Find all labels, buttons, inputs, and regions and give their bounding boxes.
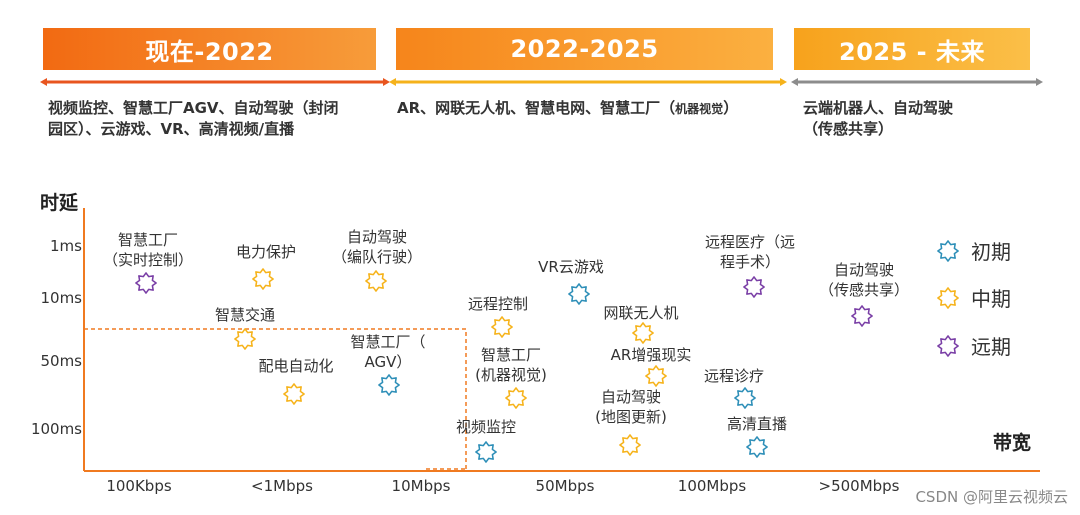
phase-2-arrow: [389, 78, 787, 86]
label-remote-surgery: 远程医疗（远 程手术）: [705, 232, 795, 272]
star-icon: [234, 328, 256, 350]
label-line: (地图更新): [595, 408, 667, 426]
label-line: AR增强现实: [610, 346, 692, 364]
label-line: VR云游戏: [538, 258, 604, 276]
phase-header-2022-2025: 2022-2025: [396, 28, 773, 70]
label-remote-diagnosis: 远程诊疗: [704, 366, 764, 386]
y-tick-10ms: 10ms: [40, 289, 82, 307]
phase-1-desc-line-2: 园区）、云游戏、VR、高清视频/直播: [48, 120, 295, 138]
label-remote-control: 远程控制: [468, 294, 528, 314]
y-tick-100ms: 100ms: [30, 420, 82, 438]
label-line: 远程控制: [467, 295, 529, 313]
phase-2-description: AR、网联无人机、智慧电网、智慧工厂（机器视觉）: [397, 98, 738, 120]
label-power-protection: 电力保护: [236, 242, 296, 262]
label-line: 智慧工厂（: [350, 333, 426, 351]
legend-label-early: 初期: [971, 240, 1011, 264]
legend-label-mid: 中期: [971, 287, 1011, 311]
label-smart-factory-agv: 智慧工厂（ AGV）: [350, 332, 425, 372]
label-line: 电力保护: [235, 243, 297, 261]
label-line: 自动驾驶: [346, 228, 408, 246]
x-tick-100mbps: 100Mbps: [677, 477, 747, 495]
y-axis-title: 时延: [40, 192, 79, 214]
star-icon: [475, 441, 497, 463]
star-icon: [734, 387, 756, 409]
label-line: 自动驾驶: [833, 261, 895, 279]
label-ar: AR增强现实: [611, 345, 692, 365]
star-icon: [937, 286, 959, 309]
star-icon: [135, 272, 157, 294]
label-smart-factory-vision: 智慧工厂 (机器视觉): [475, 345, 547, 385]
phase-2-desc-main: AR、网联无人机、智慧电网、智慧工厂（: [397, 99, 676, 117]
x-tick-100kbps: 100Kbps: [106, 477, 172, 495]
phase-3-desc-line-2: （传感共享）: [803, 120, 894, 138]
label-autonomous-platoon: 自动驾驶 （编队行驶）: [332, 227, 422, 267]
label-line: （编队行驶）: [331, 248, 423, 266]
x-tick-10mbps: 10Mbps: [391, 477, 451, 495]
label-smart-traffic: 智慧交通: [215, 305, 275, 325]
star-icon: [505, 387, 527, 409]
label-line: （传感共享）: [818, 281, 910, 299]
star-icon: [937, 334, 959, 357]
x-axis-title: 带宽: [993, 432, 1032, 454]
label-line: 智慧交通: [214, 306, 276, 324]
label-line: (机器视觉): [475, 366, 547, 384]
label-smart-factory-realtime: 智慧工厂 （实时控制）: [103, 230, 193, 270]
star-icon: [619, 434, 641, 456]
label-line: （实时控制）: [102, 251, 194, 269]
label-line: 视频监控: [455, 418, 517, 436]
label-line: 远程诊疗: [703, 367, 765, 385]
star-icon: [632, 322, 654, 344]
legend-item-early: 初期: [937, 236, 1011, 265]
phase-1-arrow: [40, 78, 390, 86]
label-line: 智慧工厂: [117, 231, 179, 249]
label-line: AGV）: [364, 353, 412, 371]
star-icon: [743, 276, 765, 298]
y-tick-1ms: 1ms: [50, 237, 82, 255]
phase-1-description: 视频监控、智慧工厂AGV、自动驾驶（封闭 园区）、云游戏、VR、高清视频/直播: [48, 98, 339, 140]
label-line: 智慧工厂: [480, 346, 541, 364]
star-icon: [283, 383, 305, 405]
x-tick-1mbps: <1Mbps: [251, 477, 313, 495]
star-icon: [491, 316, 513, 338]
phase-header-now-2022: 现在-2022: [43, 28, 376, 70]
x-tick-50mbps: 50Mbps: [535, 477, 595, 495]
label-autonomous-map-update: 自动驾驶 (地图更新): [595, 387, 667, 427]
phase-3-arrow: [791, 78, 1043, 86]
x-tick-500mbps: >500Mbps: [818, 477, 900, 495]
label-connected-drone: 网联无人机: [603, 303, 678, 323]
label-hd-live: 高清直播: [727, 414, 787, 434]
watermark: CSDN @阿里云视频云: [915, 488, 1068, 506]
star-icon: [937, 239, 959, 262]
phase-2-desc-end: ）: [723, 99, 739, 117]
phase-3-description: 云端机器人、自动驾驶 （传感共享）: [803, 98, 953, 140]
label-line: 配电自动化: [258, 357, 334, 375]
legend-item-mid: 中期: [937, 283, 1011, 312]
phase-header-2025-future: 2025 - 未来: [794, 28, 1030, 70]
label-line: 高清直播: [726, 415, 788, 433]
label-vr-cloud-gaming: VR云游戏: [538, 257, 604, 277]
label-video-surveillance: 视频监控: [456, 417, 516, 437]
phase-3-desc-line-1: 云端机器人、自动驾驶: [803, 99, 954, 117]
phase-2-desc-small: 机器视觉: [675, 102, 724, 116]
star-icon: [252, 268, 274, 290]
star-icon: [365, 270, 387, 292]
label-line: 程手术）: [719, 253, 781, 271]
star-icon: [851, 305, 873, 327]
star-icon: [378, 374, 400, 396]
star-icon: [746, 436, 768, 458]
label-line: 远程医疗（远: [704, 233, 796, 251]
label-line: 自动驾驶: [600, 388, 661, 406]
y-tick-50ms: 50ms: [40, 352, 82, 370]
label-distribution-automation: 配电自动化: [258, 356, 333, 376]
label-line: 网联无人机: [603, 304, 679, 322]
label-autonomous-sensor-sharing: 自动驾驶 （传感共享）: [819, 260, 909, 300]
legend-label-long-term: 远期: [971, 335, 1011, 359]
phase-1-desc-line-1: 视频监控、智慧工厂AGV、自动驾驶（封闭: [48, 99, 339, 117]
star-icon: [568, 283, 590, 305]
star-icon: [645, 365, 667, 387]
legend-item-long-term: 远期: [937, 331, 1011, 360]
